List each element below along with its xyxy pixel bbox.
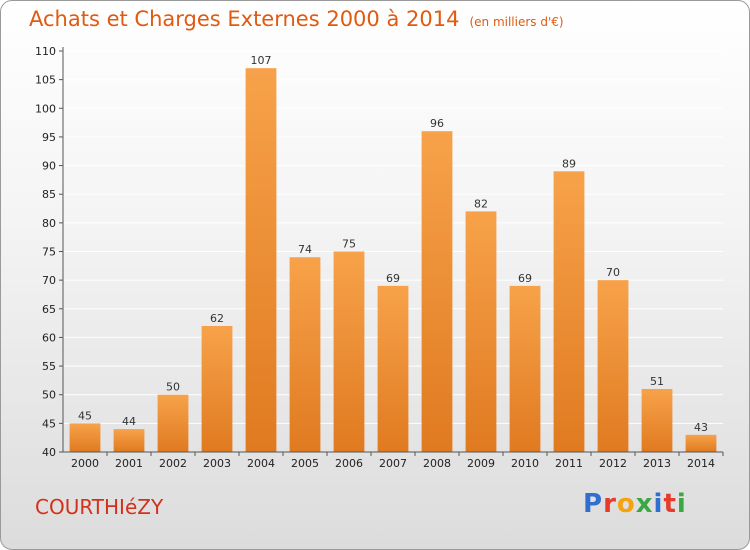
x-tick-label: 2003: [203, 457, 231, 470]
bar: [69, 423, 101, 452]
bars: 45 44 50 62 107 74 75 69 96 82 69 89 70 51 43: [69, 54, 717, 453]
data-label: 45: [78, 409, 92, 422]
commune-name: COURTHIéZY: [35, 495, 164, 519]
data-label: 89: [562, 157, 576, 170]
data-label: 75: [342, 238, 356, 251]
data-label: 62: [210, 312, 224, 325]
bar: [113, 429, 145, 452]
data-label: 96: [430, 117, 444, 130]
bar: [421, 131, 453, 452]
x-tick-label: 2006: [335, 457, 363, 470]
x-tick-label: 2007: [379, 457, 407, 470]
logo-letter: r: [603, 489, 617, 519]
y-tick-label: 95: [42, 131, 56, 144]
x-tick-label: 2014: [687, 457, 715, 470]
y-tick-label: 50: [42, 389, 56, 402]
data-label: 50: [166, 381, 180, 394]
bar: [553, 171, 585, 453]
y-tick-label: 55: [42, 360, 56, 373]
y-tick-label: 110: [35, 45, 56, 58]
x-tick-label: 2013: [643, 457, 671, 470]
proxiti-logo: Proxiti: [583, 489, 687, 519]
bar: [289, 257, 321, 452]
chart-subtitle: (en milliers d'€): [469, 15, 564, 29]
data-label: 82: [474, 197, 488, 210]
bar: [685, 434, 717, 452]
x-tick-label: 2009: [467, 457, 495, 470]
chart-title: Achats et Charges Externes 2000 à 2014 (e…: [29, 7, 564, 31]
x-tick-label: 2000: [71, 457, 99, 470]
x-tick-label: 2012: [599, 457, 627, 470]
bar: [157, 394, 189, 452]
data-label: 70: [606, 266, 620, 279]
x-tick-label: 2004: [247, 457, 275, 470]
data-label: 44: [122, 415, 136, 428]
logo-letter: i: [676, 489, 687, 519]
logo-letter: o: [616, 489, 636, 519]
logo-letter: x: [635, 489, 654, 519]
x-tick-label: 2008: [423, 457, 451, 470]
logo-letter: t: [663, 489, 677, 519]
data-label: 69: [386, 272, 400, 285]
bar: [333, 251, 365, 452]
data-label: 43: [694, 421, 708, 434]
data-label: 51: [650, 375, 664, 388]
x-tick-label: 2002: [159, 457, 187, 470]
y-tick-label: 100: [35, 102, 56, 115]
x-tick-label: 2001: [115, 457, 143, 470]
logo-letter: P: [583, 489, 604, 519]
data-label: 69: [518, 272, 532, 285]
bar: [377, 285, 409, 452]
y-tick-label: 90: [42, 160, 56, 173]
y-tick-label: 65: [42, 303, 56, 316]
y-tick-label: 40: [42, 446, 56, 459]
x-tick-label: 2005: [291, 457, 319, 470]
bar: [509, 285, 541, 452]
y-tick-label: 60: [42, 331, 56, 344]
logo-letter: i: [653, 489, 664, 519]
x-tick-label: 2010: [511, 457, 539, 470]
bar: [597, 280, 629, 452]
y-tick-label: 80: [42, 217, 56, 230]
bar: [201, 325, 233, 452]
bar: [641, 388, 673, 452]
chart-title-text: Achats et Charges Externes 2000 à 2014: [29, 7, 460, 31]
x-tick-label: 2011: [555, 457, 583, 470]
y-tick-label: 70: [42, 274, 56, 287]
data-label: 107: [251, 54, 272, 67]
axes: 40 45 50 55 60 65 70 75 80 85 90 95 100 105 110 2000 200…: [35, 45, 724, 470]
bar: [245, 68, 277, 452]
bar: [465, 211, 497, 452]
y-tick-label: 75: [42, 246, 56, 259]
y-tick-label: 85: [42, 188, 56, 201]
y-tick-label: 45: [42, 417, 56, 430]
y-tick-label: 105: [35, 74, 56, 87]
data-label: 74: [298, 243, 312, 256]
